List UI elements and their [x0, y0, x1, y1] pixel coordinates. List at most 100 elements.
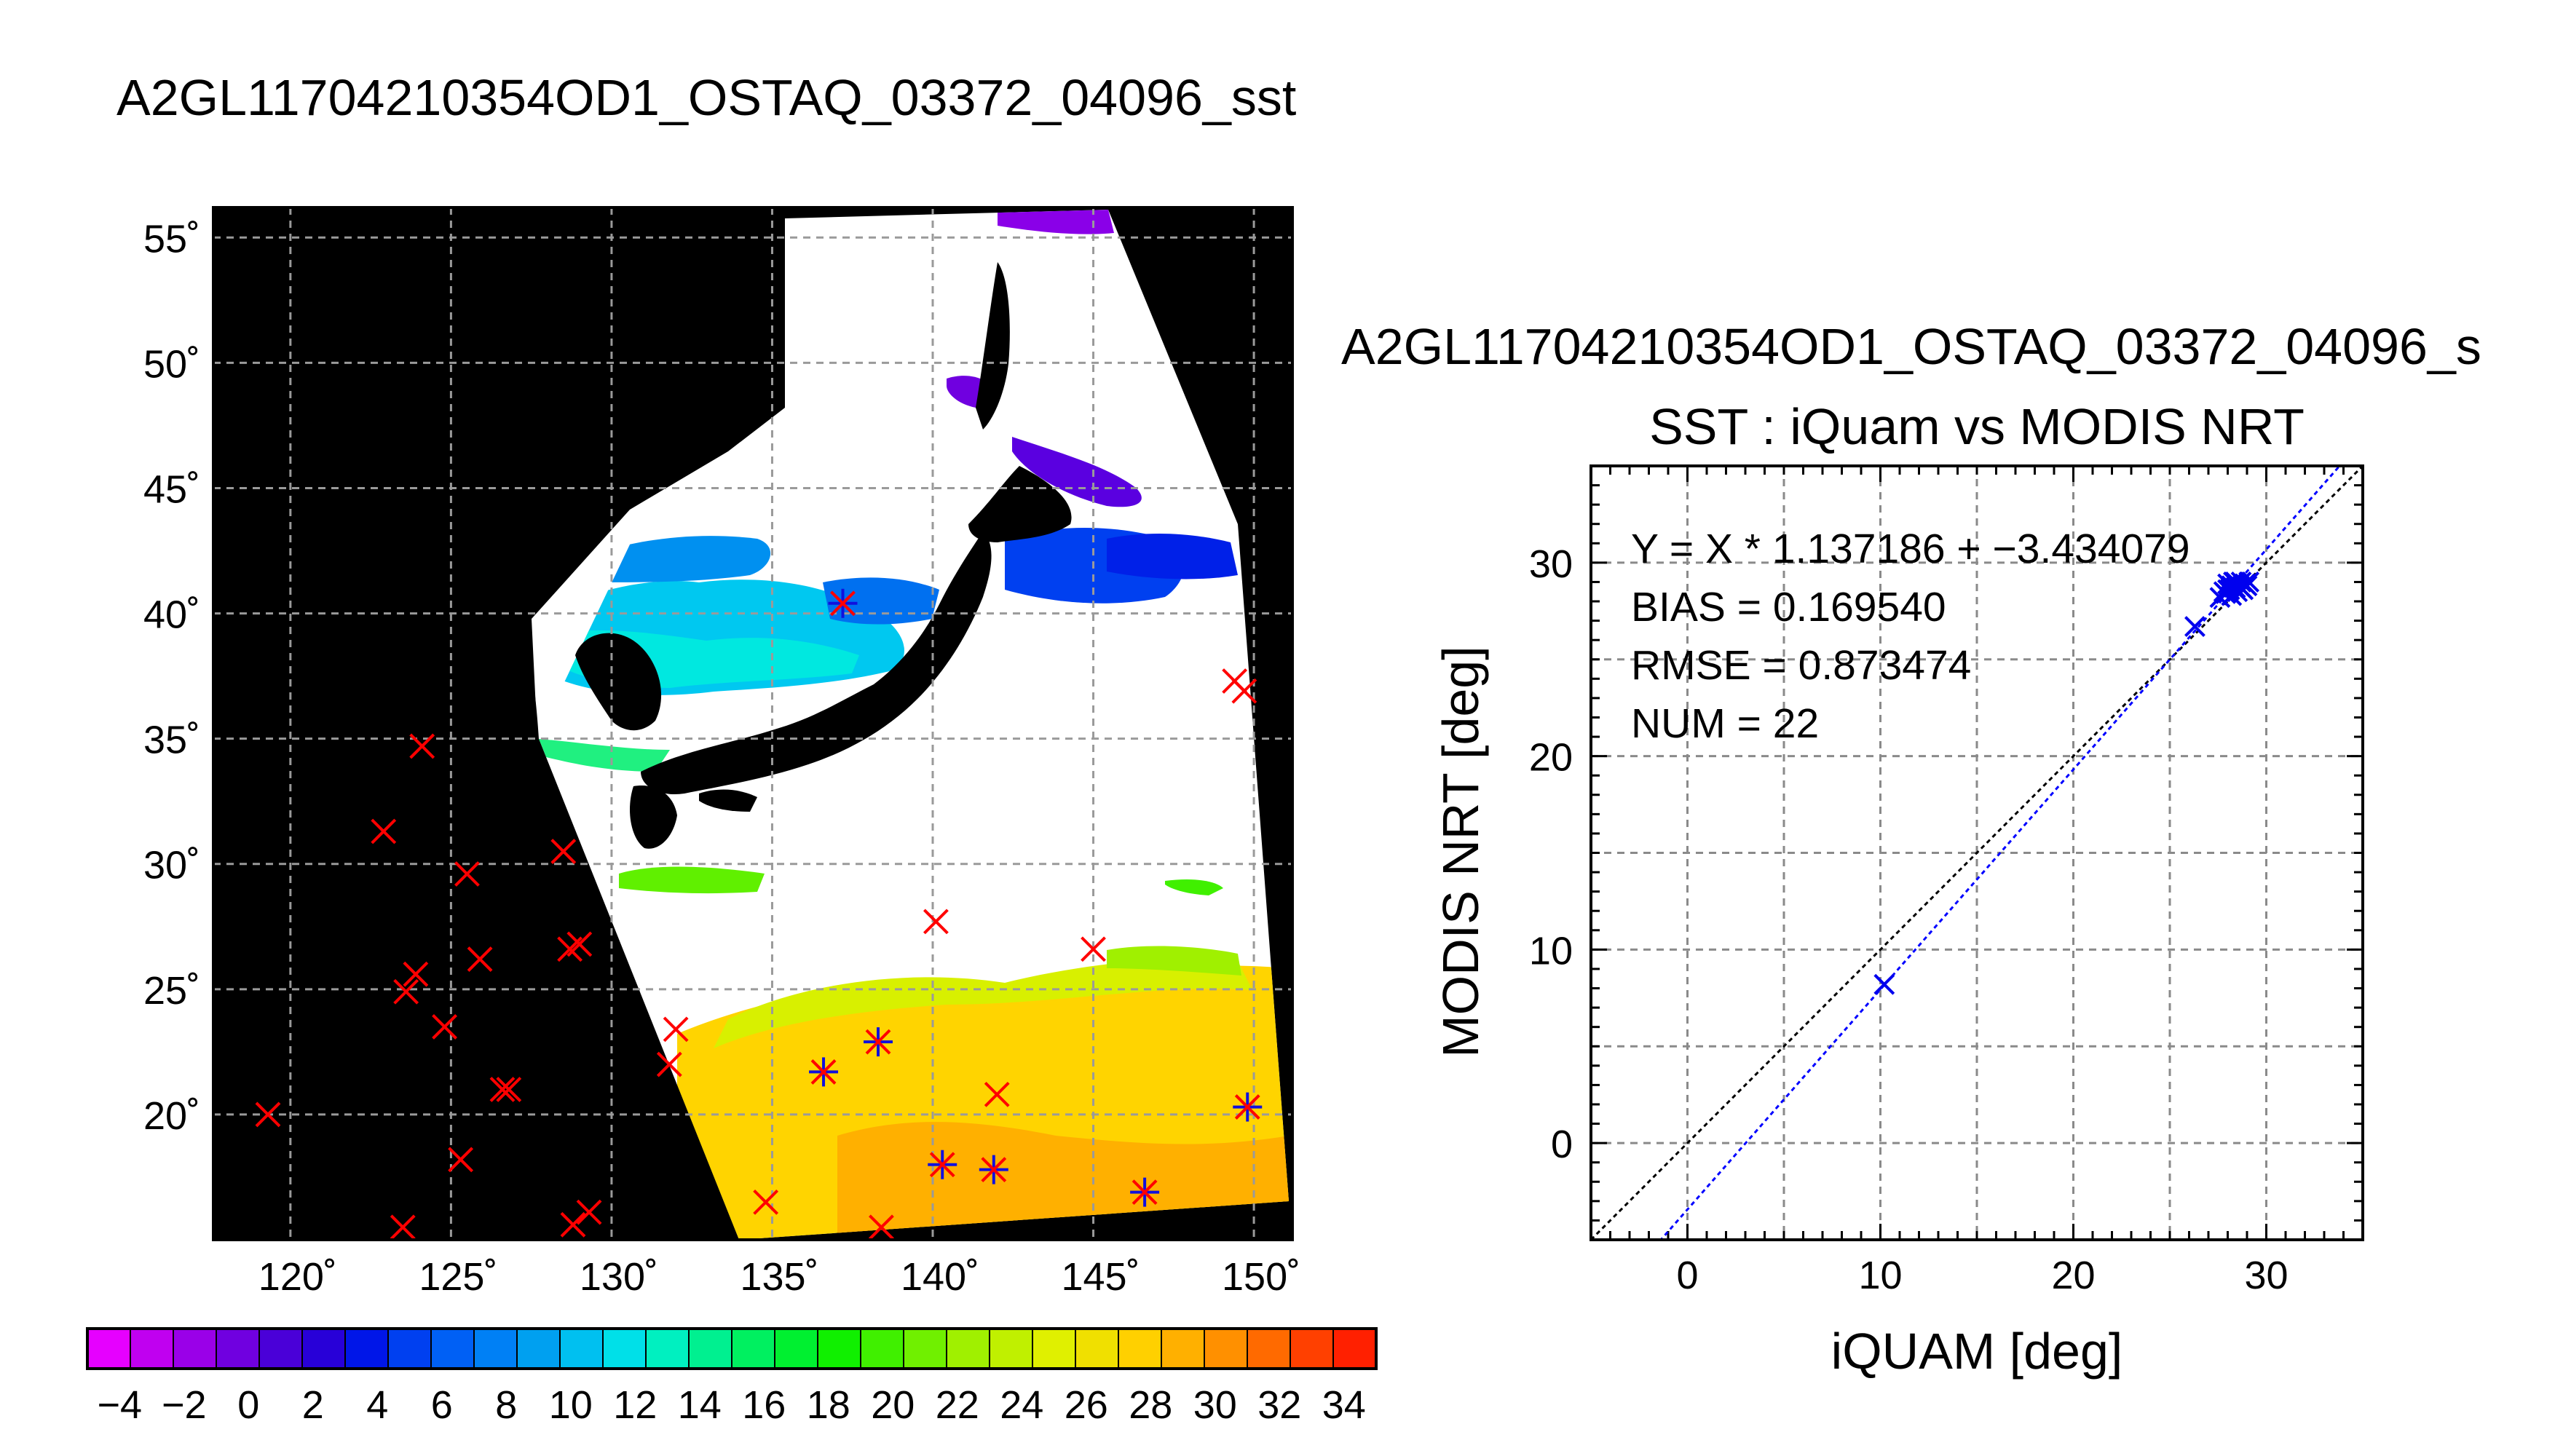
lat-tick-label: 35˚	[143, 719, 200, 762]
matched-marker	[979, 1155, 1008, 1184]
lon-tick-label: 125˚	[419, 1255, 497, 1299]
matched-markers	[809, 588, 1263, 1207]
lon-tick-label: 140˚	[901, 1255, 979, 1299]
colorbar-label: 12	[613, 1383, 657, 1427]
colorbar-cell	[1075, 1329, 1119, 1369]
colorbar-label: 20	[871, 1383, 915, 1427]
iquam-marker	[467, 946, 493, 972]
y-tick-label: 20	[1529, 736, 1573, 780]
x-tick-labels: 0 10 20 30	[1676, 1254, 2288, 1297]
colorbar-cell	[1333, 1329, 1377, 1369]
colorbar-label: 32	[1257, 1383, 1301, 1427]
lat-tick-label: 40˚	[143, 593, 200, 637]
matched-marker	[864, 1027, 893, 1057]
sst-yellowgreen-band	[714, 958, 1252, 1048]
scatter-points	[1873, 571, 2260, 995]
colorbar-cell	[1290, 1329, 1334, 1369]
iquam-marker	[403, 961, 429, 987]
iquam-marker	[432, 1014, 457, 1040]
colorbar-cell	[947, 1329, 990, 1369]
land-sakhalin	[976, 262, 1010, 430]
iquam-marker	[255, 1101, 281, 1128]
iquam-markers	[255, 668, 1257, 1240]
iquam-marker	[390, 1214, 416, 1240]
colorbar-cell	[689, 1329, 732, 1369]
colorbar-label: 8	[495, 1383, 517, 1427]
colorbar-cell	[1161, 1329, 1205, 1369]
colorbar-cell	[818, 1329, 861, 1369]
lat-tick-label: 25˚	[143, 969, 200, 1013]
lat-tick-label: 30˚	[143, 844, 200, 887]
iquam-marker	[576, 1199, 602, 1225]
lon-tick-label: 135˚	[740, 1255, 818, 1299]
iquam-marker	[566, 931, 593, 957]
scatter-point	[2224, 571, 2246, 593]
colorbar-label: 22	[936, 1383, 979, 1427]
land-asia-mainland	[213, 207, 785, 1240]
colorbar-cell	[259, 1329, 303, 1369]
land-kyushu	[630, 786, 677, 849]
iquam-marker	[869, 1214, 894, 1240]
iquam-marker	[409, 733, 435, 759]
iquam-marker	[1081, 936, 1106, 962]
colorbar-label: 24	[1000, 1383, 1043, 1427]
colorbar-label: 30	[1193, 1383, 1237, 1427]
colorbar-cell	[1204, 1329, 1248, 1369]
x-tick-label: 30	[2244, 1254, 2288, 1297]
scatter-annotation-bias: BIAS = 0.169540	[1631, 584, 1946, 630]
colorbar-label: −2	[162, 1383, 207, 1427]
colorbar-label: 14	[678, 1383, 722, 1427]
scatter-plot: 0 10 20 30 0 10 20 30 Y = X * 1.137186 + −3.43…	[1432, 464, 2364, 1380]
iquam-marker	[656, 1051, 682, 1077]
colorbar-cell	[474, 1329, 518, 1369]
scatter-y-axis-label: MODIS NRT [deg]	[1432, 646, 1489, 1057]
map-title: A2GL11704210354OD1_OSTAQ_03372_04096_sst	[117, 69, 1296, 126]
iquam-marker	[454, 861, 480, 887]
colorbar-cell	[1032, 1329, 1076, 1369]
lon-tick-label: 150˚	[1222, 1255, 1300, 1299]
latitude-labels: 55˚ 50˚ 45˚ 40˚ 35˚ 30˚ 25˚ 20˚	[143, 217, 200, 1138]
colorbar-frame	[86, 1327, 1378, 1370]
colorbar-cell	[388, 1329, 432, 1369]
colorbar-cell	[775, 1329, 818, 1369]
scatter-point	[1873, 973, 1895, 995]
scatter-x-axis-label: iQUAM [deg]	[1831, 1323, 2123, 1380]
scatter-chart-title: SST : iQuam vs MODIS NRT	[1649, 398, 2305, 455]
iquam-marker	[984, 1081, 1010, 1107]
sst-green-patch-3	[1165, 879, 1223, 895]
x-tick-label: 20	[2051, 1254, 2095, 1297]
colorbar-cell	[1247, 1329, 1291, 1369]
regression-fit-line	[1659, 466, 2342, 1240]
colorbar-cell	[517, 1329, 561, 1369]
sst-green-patch-2	[1107, 946, 1241, 976]
scatter-annotation-num: NUM = 22	[1631, 700, 1819, 747]
colorbar-cell	[560, 1329, 604, 1369]
x-tick-label: 10	[1858, 1254, 1902, 1297]
colorbar-cell	[216, 1329, 260, 1369]
colorbar-label: 34	[1322, 1383, 1366, 1427]
lon-tick-label: 145˚	[1061, 1255, 1140, 1299]
matched-marker	[928, 1150, 957, 1179]
colorbar-label: 28	[1129, 1383, 1172, 1427]
colorbar-cell	[130, 1329, 174, 1369]
y-tick-label: 10	[1529, 929, 1573, 973]
iquam-marker	[393, 978, 419, 1005]
colorbar-cell	[173, 1329, 217, 1369]
iquam-marker	[753, 1189, 779, 1215]
map-grid	[213, 207, 1292, 1240]
colorbar-label: 2	[302, 1383, 324, 1427]
y-tick-labels: 0 10 20 30	[1529, 542, 1573, 1166]
matched-marker	[809, 1057, 839, 1087]
lon-tick-label: 130˚	[580, 1255, 658, 1299]
scatter-panel-title: A2GL11704210354OD1_OSTAQ_03372_04096_s	[1341, 318, 2481, 375]
lat-tick-label: 55˚	[143, 217, 200, 261]
land-hokkaido	[968, 466, 1072, 542]
iquam-marker	[371, 818, 397, 844]
colorbar-label: 26	[1065, 1383, 1108, 1427]
colorbar-cell	[732, 1329, 775, 1369]
matched-marker	[828, 588, 858, 618]
iquam-marker	[923, 909, 949, 935]
matched-marker	[1130, 1177, 1160, 1207]
colorbar-cell	[990, 1329, 1033, 1369]
map-frame	[212, 206, 1294, 1241]
